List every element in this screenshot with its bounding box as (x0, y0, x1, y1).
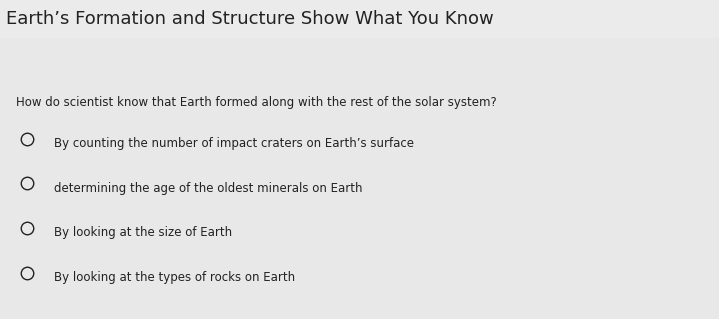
Text: determining the age of the oldest minerals on Earth: determining the age of the oldest minera… (54, 182, 362, 195)
Text: Earth’s Formation and Structure Show What You Know: Earth’s Formation and Structure Show Wha… (6, 10, 493, 27)
Text: By looking at the types of rocks on Earth: By looking at the types of rocks on Eart… (54, 271, 295, 284)
FancyBboxPatch shape (0, 0, 719, 38)
Text: By looking at the size of Earth: By looking at the size of Earth (54, 226, 232, 239)
Text: How do scientist know that Earth formed along with the rest of the solar system?: How do scientist know that Earth formed … (16, 96, 497, 109)
Text: By counting the number of impact craters on Earth’s surface: By counting the number of impact craters… (54, 137, 414, 150)
